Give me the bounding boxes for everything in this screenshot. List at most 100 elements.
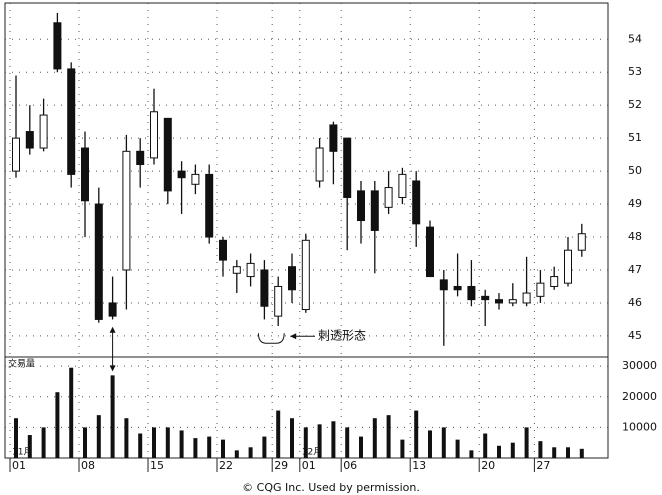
volume-bar <box>386 415 391 458</box>
arrowhead-down <box>109 365 116 372</box>
annotation-bracket <box>257 333 285 344</box>
y-tick-label: 52 <box>628 98 642 111</box>
volume-bar <box>221 439 225 458</box>
candle-body <box>12 137 20 172</box>
volume-bar <box>579 448 584 458</box>
volume-bar <box>124 418 129 458</box>
volume-bar <box>179 430 184 458</box>
volume-bar <box>69 367 74 458</box>
candle-body <box>136 150 145 166</box>
candle-body <box>163 117 172 192</box>
volume-bar <box>234 450 239 458</box>
x-tick-label: 13 <box>412 459 426 472</box>
volume-bar <box>483 433 488 458</box>
volume-bar <box>441 427 446 458</box>
candle-body <box>25 131 34 149</box>
candle-body <box>108 302 117 317</box>
candle-body <box>315 147 324 182</box>
candle-body <box>81 147 89 202</box>
volume-tick-label: 10000 <box>622 420 657 433</box>
volume-bar <box>207 436 212 458</box>
volume-bar <box>83 427 87 458</box>
candle-body <box>232 266 241 274</box>
candle-body <box>94 203 103 320</box>
volume-bar <box>414 410 419 458</box>
candle-body <box>577 233 586 251</box>
candle-body <box>467 285 476 301</box>
candle-body <box>205 173 214 238</box>
x-tick-label: 20 <box>481 459 495 472</box>
volume-bar <box>428 430 432 458</box>
month-label: 11月 <box>12 447 32 458</box>
candle-body <box>481 295 490 301</box>
volume-bar <box>96 415 101 458</box>
volume-bar <box>303 427 308 458</box>
y-tick-label: 49 <box>628 197 642 210</box>
y-tick-label: 48 <box>628 230 642 243</box>
annotation: 刺透形态 <box>318 329 366 343</box>
x-tick-label: 01 <box>302 459 316 472</box>
volume-bar <box>110 375 115 458</box>
volume-bar <box>372 418 377 458</box>
candle-body <box>370 190 379 231</box>
y-tick-label: 54 <box>628 32 642 45</box>
candle-body <box>495 299 503 304</box>
arrowhead-up <box>109 326 116 333</box>
candle-body <box>274 285 283 317</box>
x-tick-label: 15 <box>150 459 164 472</box>
candle-body <box>67 68 76 175</box>
volume-bar <box>538 441 543 458</box>
volume-tick-label: 20000 <box>622 390 657 403</box>
volume-bar <box>552 447 557 458</box>
volume-bar <box>165 427 170 458</box>
volume-bar <box>524 427 529 458</box>
volume-bar <box>138 433 143 458</box>
footer: © CQG Inc. Used by permission. <box>242 481 420 494</box>
candle-body <box>191 173 200 185</box>
volume-bar <box>566 447 570 458</box>
volume-bar <box>497 445 501 458</box>
candle-body <box>398 173 407 198</box>
volume-bar <box>152 427 156 458</box>
candle-body <box>260 269 269 307</box>
y-tick-label: 53 <box>628 65 642 78</box>
candle-body <box>412 180 421 225</box>
candle-body <box>384 187 393 208</box>
volume-bar <box>510 442 515 458</box>
volume-bar <box>262 436 267 458</box>
volume-label: 交易量 <box>8 358 35 370</box>
x-tick-label: 22 <box>219 459 233 472</box>
volume-bar <box>193 438 198 458</box>
volume-bar <box>317 424 322 458</box>
x-tick-label: 01 <box>12 459 26 472</box>
x-tick-label: 06 <box>343 459 357 472</box>
candle-body <box>564 249 572 284</box>
volume-bar <box>248 447 253 458</box>
candle-body <box>39 114 48 149</box>
volume-bar <box>27 435 32 458</box>
y-tick-label: 47 <box>628 263 642 276</box>
y-tick-label: 50 <box>628 164 642 177</box>
volume-bar <box>14 418 18 458</box>
candle-body <box>508 299 517 304</box>
month-label: 12月 <box>302 447 322 458</box>
x-tick-label: 08 <box>81 459 95 472</box>
candle-body <box>122 150 131 271</box>
volume-bar <box>455 439 460 458</box>
volume-bar <box>359 436 363 458</box>
annotation-arrowhead <box>290 333 297 340</box>
candle-body <box>329 124 338 152</box>
volume-bar <box>55 392 60 458</box>
candle-body <box>219 239 227 261</box>
y-tick-label: 45 <box>628 329 642 342</box>
candle-body <box>53 22 62 70</box>
candle-body <box>150 111 158 159</box>
x-tick-label: 29 <box>274 459 288 472</box>
volume-bar <box>345 427 350 458</box>
candle-body <box>522 292 531 304</box>
candle-body <box>426 226 434 278</box>
x-tick-label: 27 <box>536 459 550 472</box>
volume-tick-label: 30000 <box>622 359 657 372</box>
candle-body <box>301 239 310 311</box>
candle-body <box>288 266 296 291</box>
